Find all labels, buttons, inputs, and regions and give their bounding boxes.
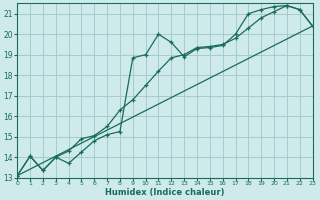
X-axis label: Humidex (Indice chaleur): Humidex (Indice chaleur) — [105, 188, 225, 197]
